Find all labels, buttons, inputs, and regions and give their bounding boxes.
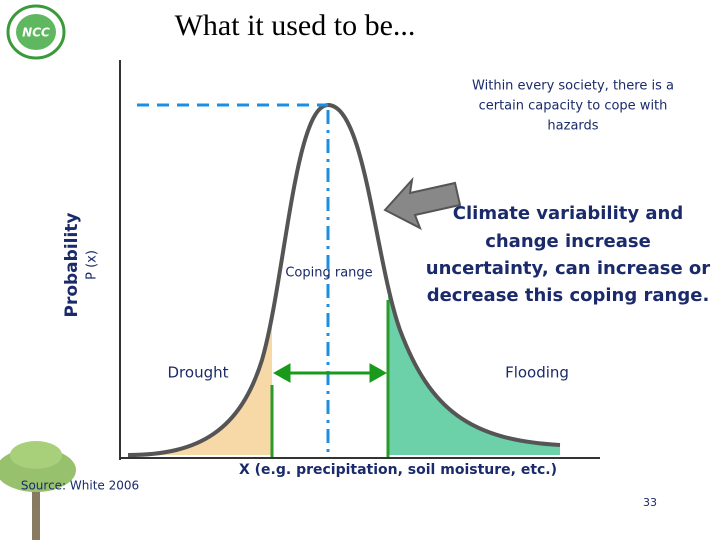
annotation-line: Climate variability and bbox=[453, 203, 683, 224]
annotation-line: change increase bbox=[485, 231, 651, 252]
drought-label: Drought bbox=[168, 364, 229, 382]
annotation-line: uncertainty, can increase or bbox=[426, 258, 711, 279]
annotation: Climate variability and change increase … bbox=[426, 203, 711, 306]
annotation-line: decrease this coping range. bbox=[427, 285, 710, 306]
source: Source: White 2006 bbox=[21, 479, 139, 493]
y-sublabel: P (x) bbox=[85, 250, 100, 280]
note: Within every society, there is a certain… bbox=[472, 79, 674, 134]
curve bbox=[127, 102, 561, 457]
logo: NCC bbox=[6, 4, 66, 60]
flooding-label: Flooding bbox=[505, 364, 569, 382]
note-line: certain capacity to cope with bbox=[479, 99, 668, 114]
coping-arrow bbox=[272, 363, 388, 383]
coping-label: Coping range bbox=[285, 266, 372, 281]
tree bbox=[0, 441, 76, 540]
note-line: hazards bbox=[547, 119, 598, 134]
drought-area bbox=[128, 316, 272, 455]
note-line: Within every society, there is a bbox=[472, 79, 674, 94]
svg-text:NCC: NCC bbox=[22, 26, 50, 40]
pointer-arrow bbox=[383, 176, 462, 231]
flooding-area bbox=[388, 286, 560, 455]
page-number: 33 bbox=[643, 496, 657, 509]
y-label: Probability bbox=[62, 212, 82, 317]
title: What it used to be... bbox=[175, 9, 416, 42]
x-label: X (e.g. precipitation, soil moisture, et… bbox=[239, 462, 557, 478]
